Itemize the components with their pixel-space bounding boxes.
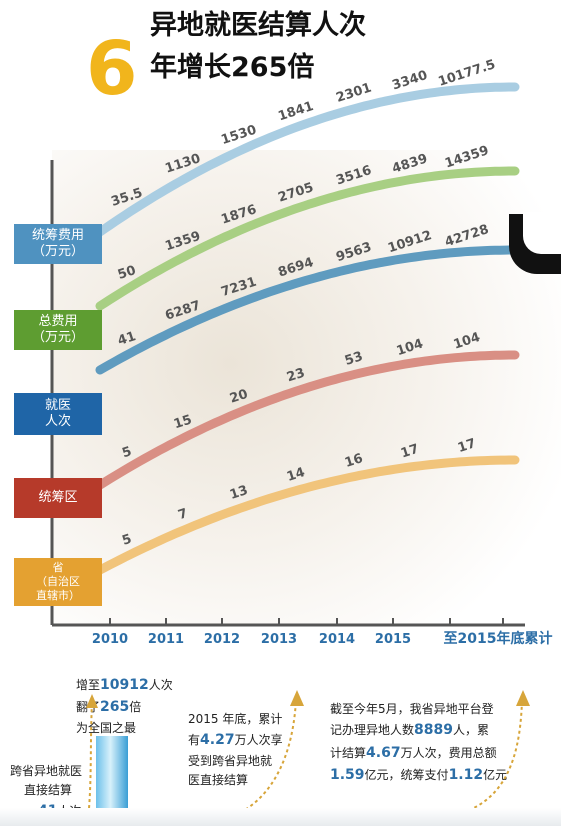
- series-label-3: 就医 人次: [14, 393, 102, 435]
- series-label-text: （万元）: [31, 330, 84, 345]
- x-tick-label: 2012: [204, 632, 240, 647]
- data-label: 17: [399, 442, 421, 462]
- arrow-3-head: [516, 690, 530, 706]
- series-label-text: 就医: [44, 397, 71, 413]
- series-label-text: （万元）: [31, 244, 84, 259]
- note-right: 截至今年5月，我省异地平台登 记办理异地人数8889人，累 计结算4.67万人次…: [330, 702, 508, 783]
- decorative-corner: [509, 212, 561, 274]
- data-label: 41: [116, 329, 138, 349]
- series-line-5: [95, 455, 520, 575]
- data-label: 17: [456, 436, 478, 456]
- series-label-text: 人次: [44, 414, 71, 429]
- arrow-1-head: [86, 694, 98, 708]
- series-label-text: 统筹区: [38, 489, 78, 505]
- data-label: 5: [120, 532, 133, 549]
- data-label: 15: [172, 412, 194, 432]
- series-label-5: 省（自治区 直辖市）: [14, 558, 102, 606]
- series-line-4: [95, 350, 520, 490]
- x-tick-label: 2011: [148, 632, 184, 647]
- data-label: 5: [120, 444, 133, 461]
- series-line-2: [95, 166, 520, 311]
- series-line-3: [95, 245, 520, 375]
- series-label-text: 直辖市）: [36, 588, 80, 602]
- data-label: 53: [343, 349, 365, 369]
- arrow-2: [211, 699, 297, 823]
- series-label-4: 统筹区: [14, 478, 102, 518]
- x-tick-label: 2010: [92, 632, 128, 647]
- series-label-2: 总费用 （万元）: [14, 310, 102, 350]
- note-middle: 2015 年底，累计 有4.27万人次享 受到跨省异地就 医直接结算: [188, 712, 283, 787]
- series-label-text: 统筹费用: [31, 227, 84, 243]
- data-label: 7: [176, 506, 189, 523]
- x-tick-label: 2014: [319, 632, 355, 647]
- series-line-1: [95, 82, 520, 237]
- data-label: 16: [343, 451, 365, 471]
- series-label-text: 总费用: [38, 313, 78, 329]
- series-label-text: 省: [52, 561, 64, 575]
- series-label-text: （自治区: [36, 575, 80, 589]
- arrow-3: [439, 699, 523, 819]
- x-tick-label: 2015: [375, 632, 411, 647]
- data-label: 23: [285, 366, 307, 386]
- title-big-number: 6: [86, 26, 138, 112]
- data-label: 13: [228, 483, 250, 503]
- data-label: 20: [228, 387, 250, 407]
- data-label: 14: [285, 465, 307, 485]
- title-line-2: 年增长265倍: [150, 52, 315, 83]
- arrow-decorations: [86, 690, 530, 823]
- arrow-2-head: [290, 690, 304, 706]
- title-line-1: 异地就医结算人次: [150, 10, 366, 41]
- arrow-1: [87, 701, 93, 821]
- data-label: 50: [116, 263, 138, 283]
- bottom-strip: [0, 808, 561, 826]
- x-tick-label: 2013: [261, 632, 297, 647]
- x-tick-label: 至2015年底累计: [444, 630, 553, 647]
- series-label-1: 统筹费用 （万元）: [14, 224, 102, 264]
